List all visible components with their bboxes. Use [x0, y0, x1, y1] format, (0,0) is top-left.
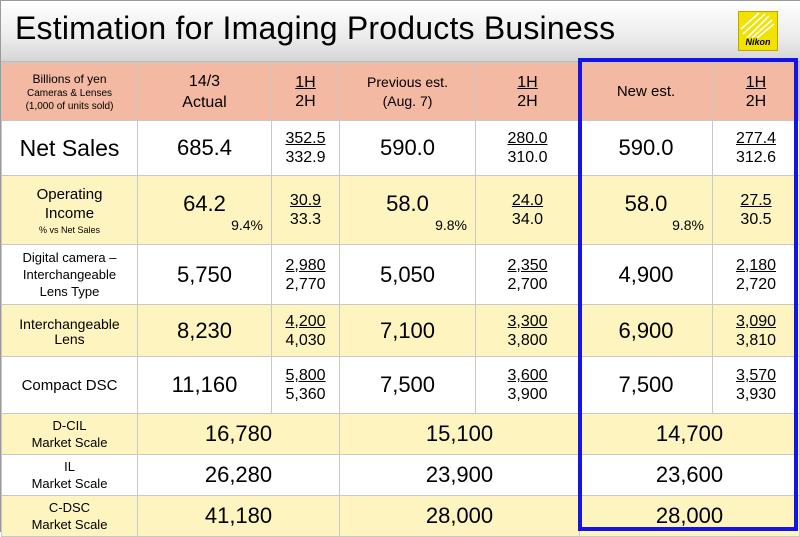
title-bar: Estimation for Imaging Products Business… [1, 1, 800, 62]
operating-income-new-half: 27.5 30.5 [712, 175, 800, 245]
cdsc-market-new: 28,000 [579, 495, 800, 537]
row-label-cdsc-market: C-DSC Market Scale [1, 495, 138, 537]
digital-camera-actual: 5,750 [137, 244, 272, 305]
row-label-net-sales: Net Sales [1, 120, 138, 176]
net-sales-prev: 590.0 [339, 120, 476, 176]
il-market-prev: 23,900 [339, 454, 580, 496]
digital-camera-new-half: 2,180 2,720 [712, 244, 800, 305]
interchangeable-lens-prev-half: 3,300 3,800 [475, 304, 580, 357]
operating-income-actual: 64.2 9.4% [137, 175, 272, 245]
header-row: Billions of yen Cameras & Lenses (1,000 … [1, 62, 800, 121]
compact-dsc-actual: 11,160 [137, 356, 272, 414]
interchangeable-lens-actual: 8,230 [137, 304, 272, 357]
table-row-il-market: IL Market Scale 26,280 23,900 23,600 [1, 454, 800, 496]
compact-dsc-prev: 7,500 [339, 356, 476, 414]
operating-income-prev: 58.0 9.8% [339, 175, 476, 245]
table-row-compact-dsc: Compact DSC 11,160 5,800 5,360 7,500 3,60… [1, 356, 800, 414]
compact-dsc-actual-half: 5,800 5,360 [271, 356, 340, 414]
row-label-interchangeable-lens: Interchangeable Lens [1, 304, 138, 357]
digital-camera-actual-half: 2,980 2,770 [271, 244, 340, 305]
interchangeable-lens-prev: 7,100 [339, 304, 476, 357]
net-sales-actual: 685.4 [137, 120, 272, 176]
units-header: Billions of yen Cameras & Lenses (1,000 … [1, 62, 138, 121]
dcil-market-actual: 16,780 [137, 413, 340, 455]
row-label-dcil-market: D-CIL Market Scale [1, 413, 138, 455]
interchangeable-lens-new-half: 3,090 3,810 [712, 304, 800, 357]
actual-half-header: 1H 2H [271, 62, 340, 121]
row-label-il-market: IL Market Scale [1, 454, 138, 496]
interchangeable-lens-new: 6,900 [579, 304, 713, 357]
net-sales-actual-half: 352.5 332.9 [271, 120, 340, 176]
digital-camera-prev: 5,050 [339, 244, 476, 305]
table-row-cdsc-market: C-DSC Market Scale 41,180 28,000 28,000 [1, 495, 800, 537]
prev-half-header: 1H 2H [475, 62, 580, 121]
logo-wordmark: Nikon [745, 37, 771, 47]
row-label-operating-income: Operating Income % vs Net Sales [1, 175, 138, 245]
new-header: New est. [579, 62, 713, 121]
operating-income-prev-half: 24.0 34.0 [475, 175, 580, 245]
digital-camera-prev-half: 2,350 2,700 [475, 244, 580, 305]
digital-camera-new: 4,900 [579, 244, 713, 305]
row-label-digital-camera: Digital camera – Interchangeable Lens Ty… [1, 244, 138, 305]
interchangeable-lens-actual-half: 4,200 4,030 [271, 304, 340, 357]
dcil-market-new: 14,700 [579, 413, 800, 455]
operating-income-new: 58.0 9.8% [579, 175, 713, 245]
logo-rays-icon [740, 12, 775, 39]
table-row-dcil-market: D-CIL Market Scale 16,780 15,100 14,700 [1, 413, 800, 455]
cdsc-market-actual: 41,180 [137, 495, 340, 537]
prev-header: Previous est. (Aug. 7) [339, 62, 476, 121]
net-sales-new-half: 277.4 312.6 [712, 120, 800, 176]
operating-income-actual-half: 30.9 33.3 [271, 175, 340, 245]
compact-dsc-prev-half: 3,600 3,900 [475, 356, 580, 414]
nikon-logo: Nikon [738, 11, 778, 51]
actual-header: 14/3 Actual [137, 62, 272, 121]
cdsc-market-prev: 28,000 [339, 495, 580, 537]
table-row-digital-camera: Digital camera – Interchangeable Lens Ty… [1, 244, 800, 305]
dcil-market-prev: 15,100 [339, 413, 580, 455]
estimation-table: Billions of yen Cameras & Lenses (1,000 … [1, 62, 800, 537]
net-sales-prev-half: 280.0 310.0 [475, 120, 580, 176]
new-half-header: 1H 2H [712, 62, 800, 121]
table-row-operating-income: Operating Income % vs Net Sales 64.2 9.4… [1, 175, 800, 245]
table-row-interchangeable-lens: Interchangeable Lens 8,230 4,200 4,030 7,… [1, 304, 800, 357]
table-row-net-sales: Net Sales 685.4 352.5 332.9 590.0 280.0 31… [1, 120, 800, 176]
net-sales-new: 590.0 [579, 120, 713, 176]
page-title: Estimation for Imaging Products Business [15, 10, 616, 46]
il-market-new: 23,600 [579, 454, 800, 496]
il-market-actual: 26,280 [137, 454, 340, 496]
row-label-compact-dsc: Compact DSC [1, 356, 138, 414]
compact-dsc-new-half: 3,570 3,930 [712, 356, 800, 414]
compact-dsc-new: 7,500 [579, 356, 713, 414]
